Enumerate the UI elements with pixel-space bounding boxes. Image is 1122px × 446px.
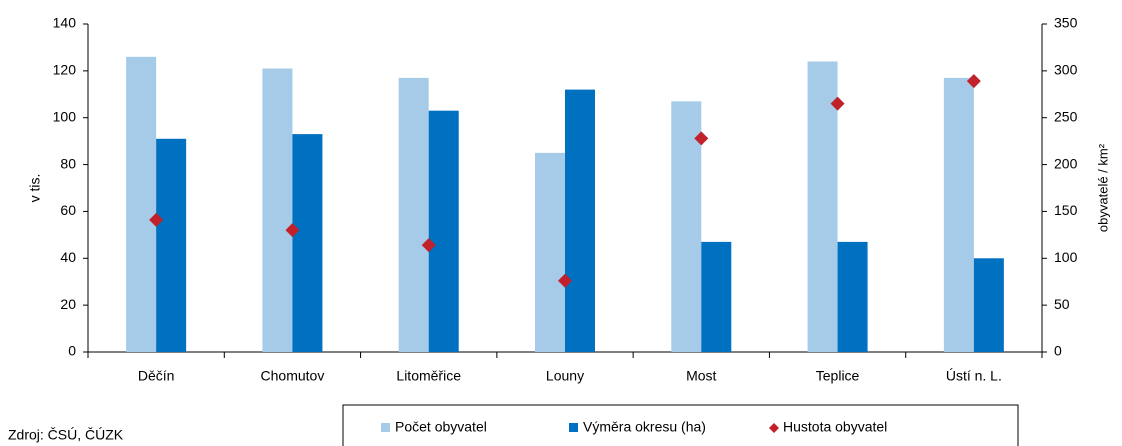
point <box>421 238 436 253</box>
source-note: Zdroj: ČSÚ, ČÚZK <box>8 427 124 443</box>
legend-swatch <box>381 423 390 432</box>
x-tick-label: Most <box>686 368 716 384</box>
y-tick-label: 80 <box>60 155 76 171</box>
legend-swatch <box>569 423 578 432</box>
legend-label: Počet obyvatel <box>395 419 487 435</box>
y-tick-label: 20 <box>60 296 76 312</box>
bar <box>126 56 157 353</box>
point <box>966 74 981 89</box>
y2-tick-label: 250 <box>1054 108 1078 124</box>
x-tick-label: Chomutov <box>261 368 325 384</box>
y-tick-label: 60 <box>60 202 76 218</box>
bar <box>943 77 974 352</box>
bar <box>428 110 459 352</box>
legend-label: Hustota obyvatel <box>783 419 887 435</box>
bar <box>262 68 293 352</box>
bar <box>701 241 732 352</box>
bar <box>807 61 838 352</box>
y-tick-label: 100 <box>53 108 77 124</box>
y2-tick-label: 350 <box>1054 15 1078 31</box>
x-tick-label: Děčín <box>138 368 175 384</box>
legend-swatch <box>769 423 779 433</box>
bar <box>973 258 1004 352</box>
bar <box>837 241 868 352</box>
y-tick-label: 120 <box>53 62 77 78</box>
y-axis-label: v tis. <box>27 174 43 203</box>
y2-tick-label: 200 <box>1054 155 1078 171</box>
point <box>285 223 300 238</box>
point <box>694 131 709 146</box>
y2-axis-label: obyvatelé / km² <box>1095 143 1110 232</box>
y2-tick-label: 50 <box>1054 296 1070 312</box>
y2-tick-label: 150 <box>1054 202 1078 218</box>
bar <box>671 101 702 352</box>
y2-tick-label: 100 <box>1054 249 1078 265</box>
y2-tick-label: 0 <box>1054 343 1062 359</box>
point <box>830 96 845 111</box>
point <box>558 273 572 288</box>
x-tick-label: Teplice <box>816 368 860 384</box>
x-tick-label: Litoměřice <box>396 368 461 384</box>
x-tick-label: Louny <box>546 368 584 384</box>
point <box>149 212 164 227</box>
bar <box>156 138 187 352</box>
bar <box>535 152 565 352</box>
y-tick-label: 40 <box>60 249 76 265</box>
legend-label: Výměra okresu (ha) <box>583 419 706 435</box>
y2-tick-label: 300 <box>1054 62 1078 78</box>
legend-box <box>342 404 1019 446</box>
bar <box>565 89 595 352</box>
bar <box>292 134 323 352</box>
y-tick-label: 140 <box>53 15 77 31</box>
y-tick-label: 0 <box>68 343 76 359</box>
x-tick-label: Ústí n. L. <box>946 368 1002 384</box>
bar <box>398 77 429 352</box>
